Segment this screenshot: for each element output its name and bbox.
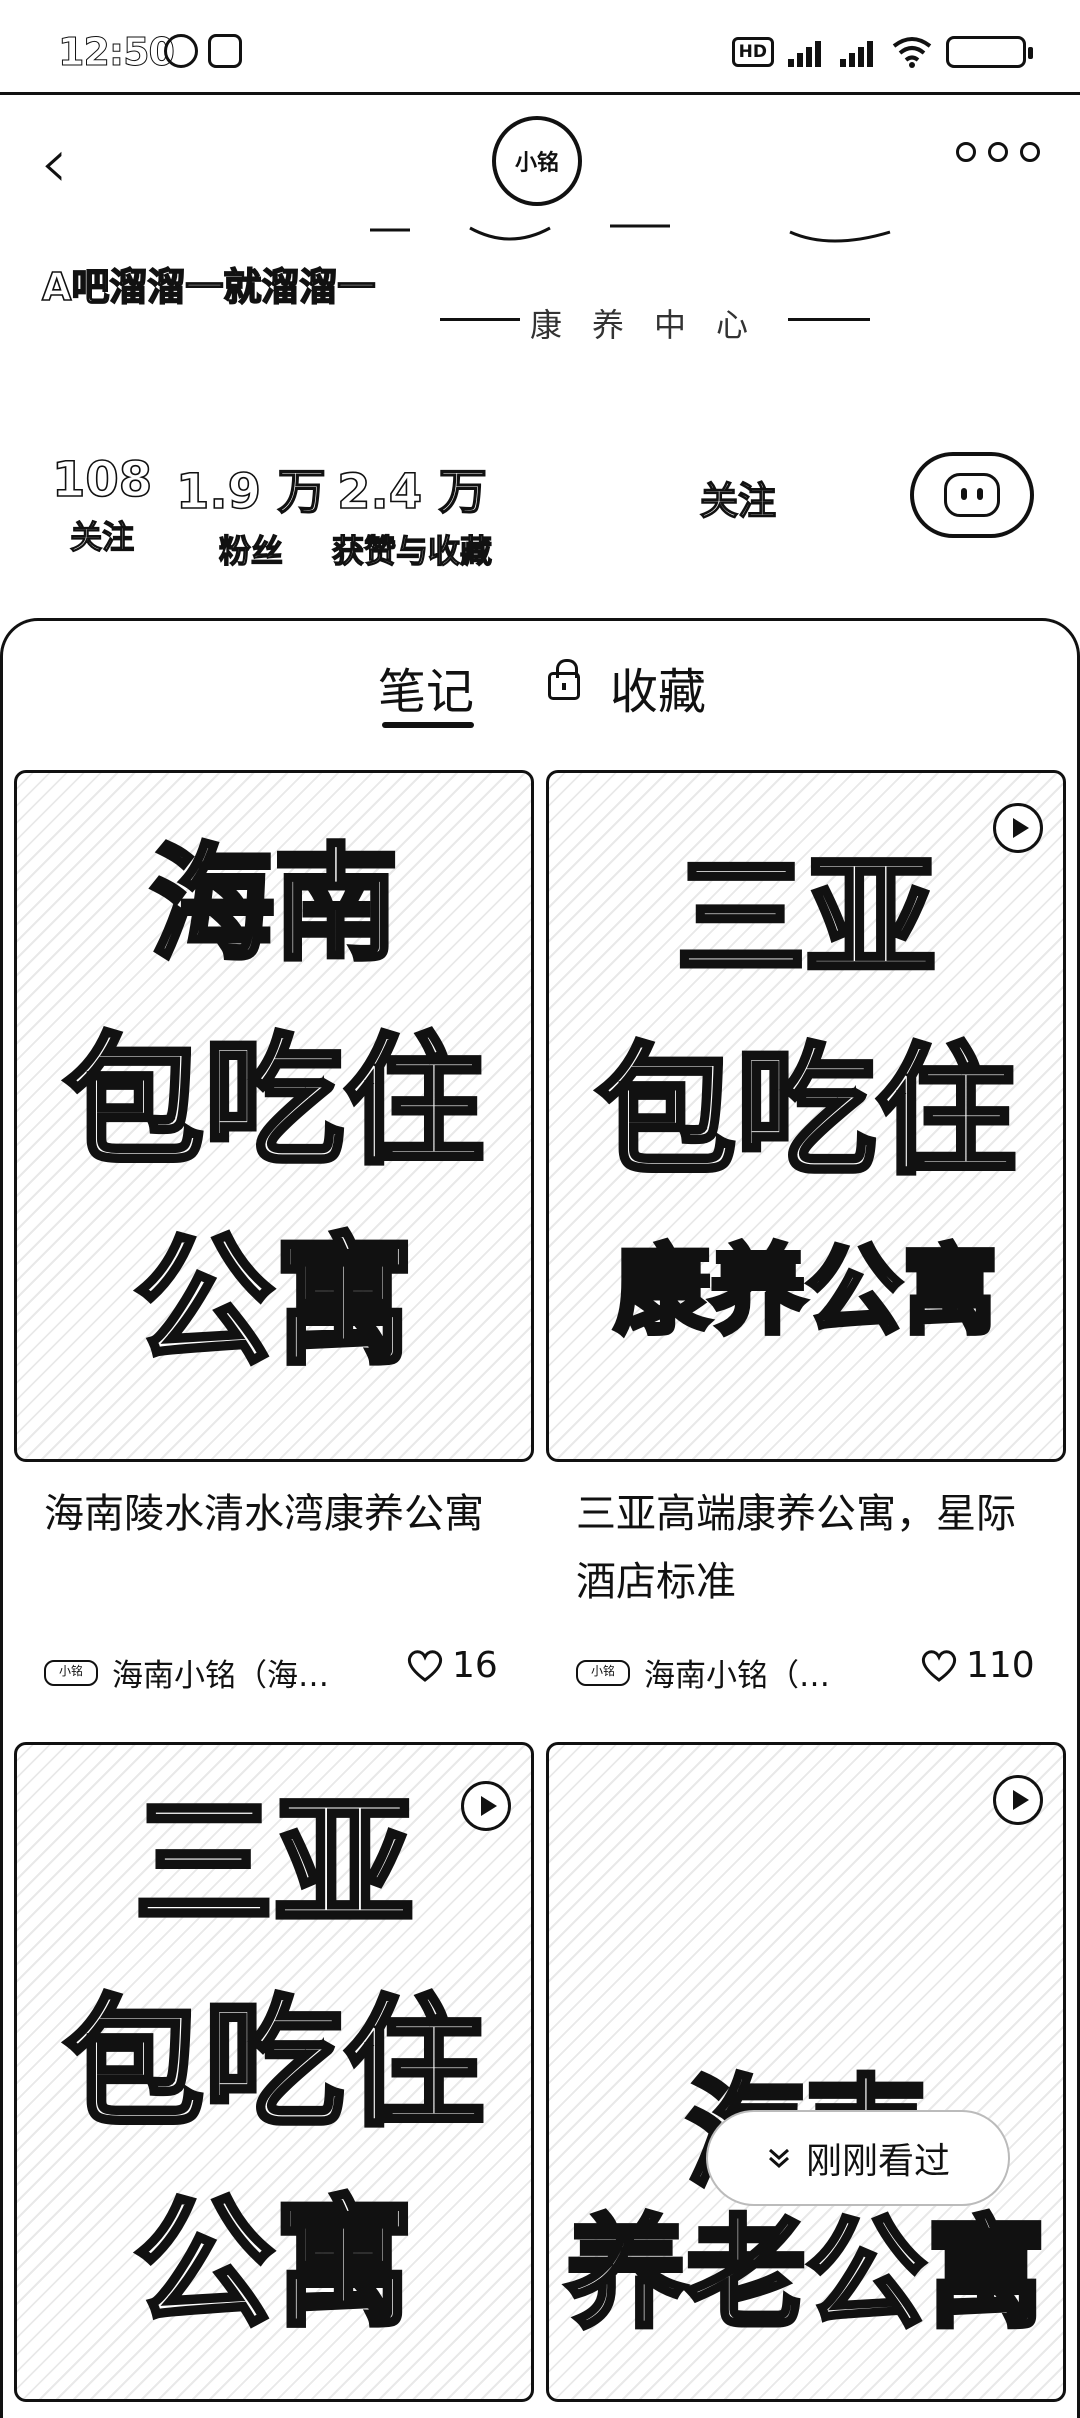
video-play-icon xyxy=(993,803,1043,853)
stat-followers[interactable]: 1.9 万 粉丝 xyxy=(175,452,326,572)
cover-text: 康养公寓 xyxy=(612,1235,1001,1347)
status-bar: 12:50 HD xyxy=(0,0,1080,95)
signal-icon-2 xyxy=(840,37,878,67)
stat-likes[interactable]: 2.4 万 获赞与收藏 xyxy=(331,452,493,572)
stat-value: 1.9 万 xyxy=(175,463,326,521)
lock-icon xyxy=(548,659,580,700)
avatar[interactable]: 小铭 xyxy=(492,116,582,206)
note-card-image[interactable]: 海南 养老公寓 xyxy=(546,1742,1066,2402)
heart-icon xyxy=(920,1649,958,1683)
cover-text: 三亚 xyxy=(131,1783,416,1946)
author-avatar: 小铭 xyxy=(44,1659,98,1686)
note-card-image[interactable]: 三亚 包吃住 公寓 xyxy=(14,1742,534,2402)
signal-icon xyxy=(788,37,826,67)
cover-text: 养老公寓 xyxy=(564,2205,1049,2344)
note-card-title[interactable]: 海南陵水清水湾康养公寓 xyxy=(44,1491,484,1537)
chat-icon xyxy=(944,473,1000,517)
cover-text: 包吃住 xyxy=(61,1021,486,1184)
note-card-image[interactable]: 海南 包吃住 公寓 xyxy=(14,770,534,1462)
author-name: 海南小铭（… xyxy=(644,1658,830,1694)
recently-viewed-button[interactable]: 刚刚看过 xyxy=(708,2112,1008,2204)
cover-text: 海南 xyxy=(147,833,400,977)
message-button[interactable] xyxy=(910,452,1034,538)
note-card-author[interactable]: 小铭 海南小铭（海… xyxy=(44,1650,329,1695)
like-count: 110 xyxy=(966,1645,1035,1686)
stat-label: 粉丝 xyxy=(218,531,283,570)
wechat-notification-icon xyxy=(164,34,198,68)
profile-bio: A吧溜溜一就溜溜一 xyxy=(41,264,376,310)
recently-viewed-label: 刚刚看过 xyxy=(805,2141,950,2182)
tab-notes[interactable]: 笔记 xyxy=(378,664,475,720)
cover-text: 公寓 xyxy=(131,1221,416,1384)
author-name: 海南小铭（海… xyxy=(112,1658,329,1694)
banner-decoration xyxy=(370,224,891,243)
video-play-icon xyxy=(993,1775,1043,1825)
tab-favorites[interactable]: 收藏 xyxy=(610,664,707,720)
app-notification-icon xyxy=(208,34,242,68)
stat-value: 2.4 万 xyxy=(336,463,487,521)
note-card-image[interactable]: 三亚 包吃住 康养公寓 xyxy=(546,770,1066,1462)
cover-text: 公寓 xyxy=(131,2183,416,2346)
stat-value: 108 xyxy=(51,451,153,509)
stat-label: 获赞与收藏 xyxy=(331,531,493,570)
cover-text: 包吃住 xyxy=(61,1983,486,2146)
follow-button[interactable]: 关注 xyxy=(699,478,777,523)
more-options-icon[interactable] xyxy=(956,142,1040,162)
like-button[interactable]: 110 xyxy=(920,1645,1035,1686)
battery-icon xyxy=(946,36,1033,68)
video-play-icon xyxy=(461,1781,511,1831)
heart-icon xyxy=(406,1649,444,1683)
like-count: 16 xyxy=(452,1645,498,1686)
content-panel xyxy=(0,618,1080,2418)
back-chevron-icon[interactable]: ‹ xyxy=(40,122,68,204)
stat-label: 关注 xyxy=(69,517,135,556)
cover-text: 包吃住 xyxy=(593,1031,1018,1194)
wifi-icon xyxy=(892,37,932,68)
status-indicators: HD xyxy=(731,36,1033,68)
author-avatar: 小铭 xyxy=(576,1659,630,1686)
note-card-author[interactable]: 小铭 海南小铭（… xyxy=(576,1650,830,1695)
chevron-down-icon xyxy=(768,2148,789,2169)
note-card-title[interactable]: 三亚高端康养公寓，星际酒店标准 xyxy=(576,1491,1016,1605)
like-button[interactable]: 16 xyxy=(406,1645,498,1686)
stat-following[interactable]: 108 关注 xyxy=(51,451,153,558)
cover-text: 三亚 xyxy=(673,842,938,994)
hd-icon: HD xyxy=(731,37,774,67)
status-time: 12:50 xyxy=(58,30,176,75)
active-tab-indicator xyxy=(382,722,474,728)
banner-text: 康养中心 xyxy=(520,300,789,346)
